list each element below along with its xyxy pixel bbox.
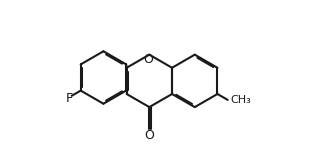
Text: O: O	[143, 53, 153, 66]
Text: F: F	[66, 92, 73, 105]
Text: CH₃: CH₃	[231, 95, 251, 105]
Text: O: O	[144, 128, 154, 142]
